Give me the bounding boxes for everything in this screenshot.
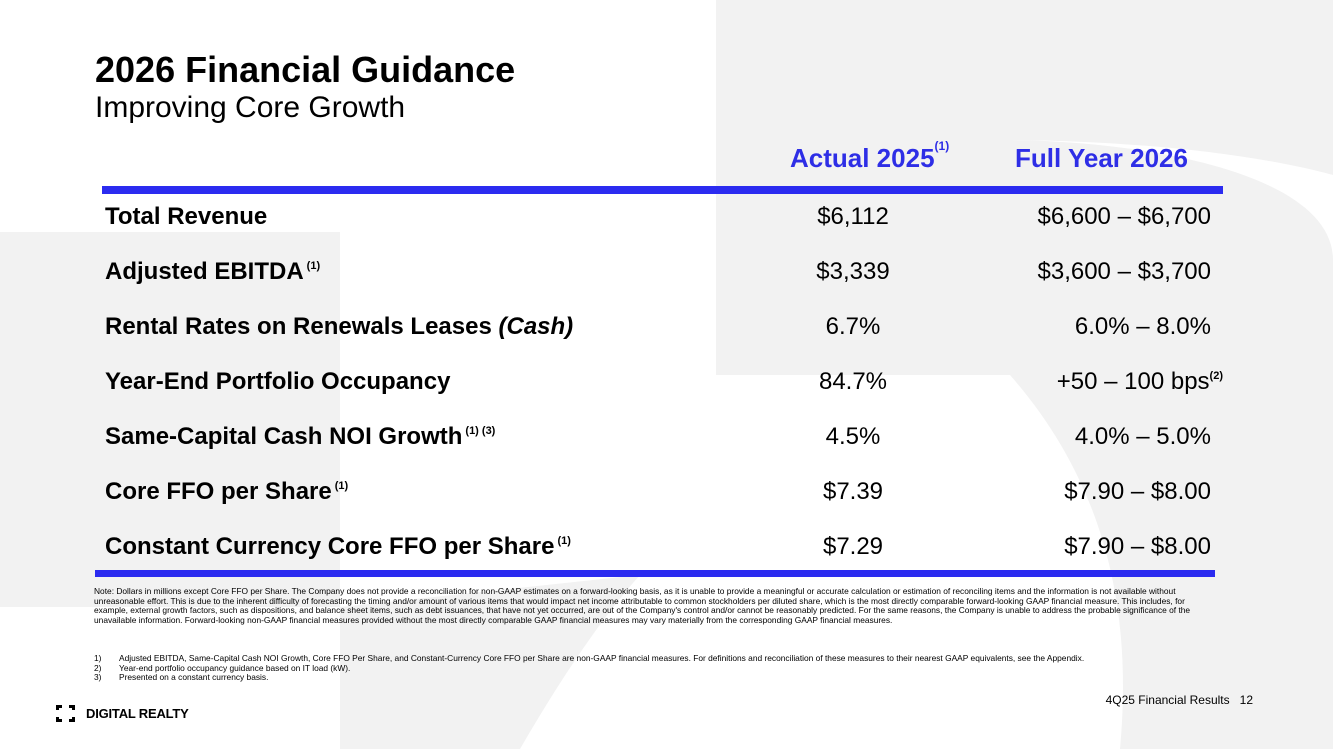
row-full-year-value: $7.90 – $8.00 xyxy=(1064,533,1211,560)
row-label-text: Same-Capital Cash NOI Growth xyxy=(105,423,463,450)
table-row-total-revenue: Total Revenue $6,112 $6,600 – $6,700 xyxy=(0,197,1333,237)
row-full-year-footnote: (2) xyxy=(1209,370,1223,382)
page-title: 2026 Financial Guidance xyxy=(95,49,516,90)
footnote-item: 2) Year-end portfolio occupancy guidance … xyxy=(94,662,1219,674)
row-label-footnote: (1) (3) xyxy=(465,425,496,437)
column-header-actual-label: Actual 2025 xyxy=(790,143,935,173)
row-actual-value: $7.29 xyxy=(822,533,884,560)
table-row-rental-rates: Rental Rates on Renewals Leases (Cash) 6… xyxy=(0,307,1333,347)
footnote-item: 1) Adjusted EBITDA, Same-Capital Cash NOI… xyxy=(94,653,1219,664)
row-actual-value: 84.7% xyxy=(818,368,888,395)
table-row-portfolio-occupancy: Year-End Portfolio Occupancy 84.7% +50 –… xyxy=(0,362,1333,402)
page-number: 12 xyxy=(1239,693,1253,707)
company-logo: DIGITAL REALTY xyxy=(55,703,189,723)
footnote-item: 3) Presented on a constant currency basis… xyxy=(94,672,1219,683)
column-header-actual-2025: Actual 2025(1) xyxy=(790,139,949,174)
row-label-text: Constant Currency Core FFO per Share xyxy=(105,533,555,560)
footnote-text: Adjusted EBITDA, Same-Capital Cash NOI G… xyxy=(119,653,1085,663)
row-actual-value: $3,339 xyxy=(816,258,890,285)
row-full-year-value: $7.90 – $8.00 xyxy=(1064,478,1211,505)
row-full-year-value: +50 – 100 bps(2) xyxy=(1057,362,1223,402)
report-label: 4Q25 Financial Results xyxy=(1105,693,1230,707)
row-label: Core FFO per Share (1) xyxy=(105,472,348,512)
row-actual-value: $6,112 xyxy=(817,203,889,230)
column-header-actual-footnote: (1) xyxy=(934,139,950,153)
table-row-core-ffo: Core FFO per Share (1) $7.39 $7.90 – $8.0… xyxy=(0,472,1333,512)
table-row-adjusted-ebitda: Adjusted EBITDA (1) $3,339 $3,600 – $3,70… xyxy=(0,252,1333,292)
page-subtitle: Improving Core Growth xyxy=(95,91,406,124)
row-label-text: Adjusted EBITDA xyxy=(105,258,304,285)
slide-footer: 4Q25 Financial Results 12 xyxy=(1106,693,1253,707)
row-label: Constant Currency Core FFO per Share (1) xyxy=(105,527,571,567)
footnote-number: 3) xyxy=(94,672,102,683)
row-label-italic: (Cash) xyxy=(498,313,574,340)
table-top-rule xyxy=(102,186,1223,194)
row-label-text: Rental Rates on Renewals Leases xyxy=(105,313,499,340)
row-label: Same-Capital Cash NOI Growth (1) (3) xyxy=(105,417,495,457)
row-full-year-value: $3,600 – $3,700 xyxy=(1037,258,1212,285)
row-actual-value: $7.39 xyxy=(822,478,884,505)
row-full-year-value: $6,600 – $6,700 xyxy=(1037,203,1212,230)
disclaimer-note: Note: Dollars in millions except Core FF… xyxy=(94,586,1191,625)
digital-realty-bracket-logo-icon xyxy=(56,704,75,722)
table-row-same-capital-noi: Same-Capital Cash NOI Growth (1) (3) 4.5%… xyxy=(0,417,1333,457)
table-bottom-rule xyxy=(95,570,1215,577)
row-label: Year-End Portfolio Occupancy xyxy=(105,362,450,402)
footnote-text: Year-end portfolio occupancy guidance ba… xyxy=(119,662,351,673)
row-label-footnote: (1) xyxy=(557,535,571,547)
row-label-text: Core FFO per Share xyxy=(105,478,332,505)
row-full-year-value: 6.0% – 8.0% xyxy=(1074,313,1211,340)
row-label-footnote: (1) xyxy=(334,480,349,492)
row-full-year-value: 4.0% – 5.0% xyxy=(1074,423,1211,450)
column-header-full-year-2026: Full Year 2026 xyxy=(1015,143,1188,173)
row-label-footnote: (1) xyxy=(306,260,321,272)
footnote-number: 1) xyxy=(94,653,102,663)
table-row-constant-currency-core-ffo: Constant Currency Core FFO per Share (1) … xyxy=(0,527,1333,567)
row-label-text: Total Revenue xyxy=(105,203,268,230)
footnote-number: 2) xyxy=(94,662,102,673)
row-label: Total Revenue xyxy=(105,197,267,237)
company-logo-text: DIGITAL REALTY xyxy=(86,705,189,721)
row-actual-value: 6.7% xyxy=(825,313,881,340)
footnote-text: Presented on a constant currency basis. xyxy=(119,672,269,683)
row-actual-value: 4.5% xyxy=(825,423,881,450)
footnotes: 1) Adjusted EBITDA, Same-Capital Cash NOI… xyxy=(94,653,1219,683)
row-full-year-text: +50 – 100 bps xyxy=(1056,368,1210,395)
row-label-text: Year-End Portfolio Occupancy xyxy=(105,368,451,395)
row-label: Adjusted EBITDA (1) xyxy=(105,252,320,292)
row-label: Rental Rates on Renewals Leases (Cash) xyxy=(105,307,573,347)
